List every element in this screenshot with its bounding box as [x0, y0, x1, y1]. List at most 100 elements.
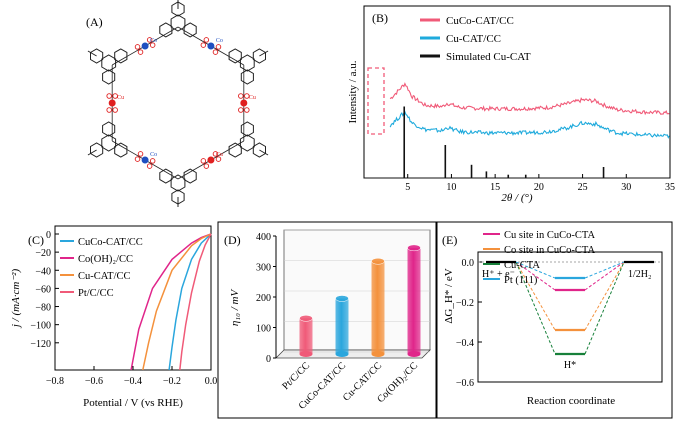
y-tick-label: 300: [256, 263, 271, 274]
benzene-ring: [170, 174, 186, 192]
energy-connector: [515, 261, 556, 291]
oxygen-atom: [106, 93, 112, 99]
y-tick-label: 0: [266, 354, 271, 365]
x-tick-label: −0.8: [46, 376, 64, 387]
copper-atom: [108, 99, 116, 107]
methyl-bond: [87, 149, 97, 156]
oxygen-atom: [200, 158, 207, 164]
x-tick-label: 15: [490, 182, 500, 193]
panel-b-highlight-box: [367, 67, 385, 135]
bar-base: [371, 351, 385, 357]
series-line-cu-cat: [389, 110, 670, 139]
panel-b-x-ticks: 5 10 15 20 25 30 35: [405, 174, 675, 193]
y-tick-label: −40: [35, 266, 51, 277]
metal-site-label: Co: [150, 38, 157, 44]
cobalt-atom: [207, 42, 215, 50]
energy-connector: [584, 261, 625, 291]
benzene-ring: [240, 69, 254, 85]
panel-e-label: (E): [442, 233, 457, 247]
metal-site-label: Co: [150, 152, 157, 158]
y-tick-label: 200: [256, 293, 271, 304]
oxygen-atom: [106, 107, 112, 113]
panel-e: (E) 0.0 −0.2 −0.4 −0.6 H⁺ + e⁻ H* 1/2H₂ Cu sit…: [436, 221, 673, 419]
oxygen-atom: [215, 156, 222, 162]
oxygen-atom: [134, 44, 141, 50]
legend-label: CuCo-CAT/CC: [78, 237, 143, 248]
y-tick-label: −80: [35, 303, 51, 314]
legend-label: Cu-CTA: [504, 260, 540, 271]
bar-base: [335, 351, 349, 357]
panel-d: (D) 0100200300400Pt/C/CCCuCo-CAT/CCCu-CA…: [217, 221, 437, 419]
energy-connector: [584, 261, 625, 279]
energy-connector: [584, 261, 625, 355]
panel-b: (B) CuCo-CAT/CC Cu-CAT/CC Simulated Cu-CAT…: [347, 5, 675, 204]
oxygen-atom: [112, 93, 118, 99]
panel-c-x-label: Potential / V (vs RHE): [83, 397, 183, 409]
panel-b-y-label: Intensity / a.u.: [347, 60, 359, 123]
y-tick-label: 0.0: [462, 258, 475, 269]
legend-label: Co site in CuCo-CTA: [504, 245, 595, 256]
energy-connector: [515, 261, 556, 355]
methyl-bond: [259, 50, 269, 57]
state-label: 1/2H₂: [628, 269, 652, 280]
oxygen-atom: [134, 156, 141, 162]
oxygen-atom: [215, 44, 222, 50]
benzene-ring: [101, 54, 117, 72]
benzene-ring: [159, 22, 173, 38]
x-tick-label: 5: [405, 182, 410, 193]
plot-frame: [477, 251, 663, 383]
benzene-ring: [159, 168, 173, 184]
bar-top: [335, 295, 349, 302]
benzene-ring: [102, 121, 116, 137]
oxygen-atom: [203, 37, 210, 43]
cobalt-atom: [141, 156, 149, 164]
legend-label: Cu site in CuCo-CTA: [504, 230, 595, 241]
oxygen-atom: [137, 49, 144, 55]
panel-a-label: (A): [86, 15, 103, 29]
state-label: H⁺ + e⁻: [482, 269, 515, 280]
oxygen-atom: [149, 42, 156, 48]
state-label: H*: [564, 360, 576, 371]
y-tick-label: −20: [35, 248, 51, 259]
panel-b-legend: CuCo-CAT/CC Cu-CAT/CC Simulated Cu-CAT: [420, 15, 531, 63]
y-tick-label: −120: [30, 339, 51, 350]
bar: [407, 247, 421, 354]
x-tick-label: −0.6: [85, 376, 103, 387]
panel-d-label: (D): [224, 233, 241, 247]
y-tick-label: −0.4: [456, 338, 474, 349]
molecular-structure: Co Cu Cu Co Cu Co: [87, 0, 269, 207]
y-tick-label: −100: [30, 321, 51, 332]
x-tick-label: −0.2: [163, 376, 181, 387]
legend-label: Cu-CAT/CC: [446, 33, 501, 45]
panel-e-y-label: ΔG_H* / eV: [443, 268, 455, 323]
benzene-ring: [183, 168, 197, 184]
panel-e-plot: 0.0 −0.2 −0.4 −0.6 H⁺ + e⁻ H* 1/2H₂: [456, 251, 663, 389]
benzene-ring: [101, 134, 117, 152]
cobalt-atom: [141, 42, 149, 50]
benzene-ring: [228, 48, 242, 64]
bar-top: [371, 258, 385, 265]
bar-category-label: Pt/C/CC: [280, 360, 312, 392]
x-tick-label: −0.4: [124, 376, 142, 387]
benzene-ring: [228, 142, 242, 158]
oxygen-atom: [244, 93, 250, 99]
panel-e-frame: [436, 221, 673, 419]
chart-floor: [275, 349, 431, 359]
x-tick-label: 0.0: [205, 376, 218, 387]
oxygen-atom: [212, 151, 219, 157]
panel-c-legend: CuCo-CAT/CC Co(OH)₂/CC Cu-CAT/CC Pt/C/CC: [60, 237, 143, 299]
y-tick-label: −0.2: [456, 298, 474, 309]
panel-d-plot: 0100200300400Pt/C/CCCuCo-CAT/CCCu-CAT/CC…: [256, 229, 431, 412]
metal-site-label: Co: [216, 38, 223, 44]
benzene-ring: [240, 121, 254, 137]
x-tick-label: 30: [621, 182, 631, 193]
oxygen-atom: [112, 107, 118, 113]
benzene-ring: [183, 22, 197, 38]
y-tick-label: 0: [46, 230, 51, 241]
oxygen-atom: [200, 42, 207, 48]
panel-c-y-label: j / (mA·cm⁻²): [10, 269, 22, 330]
oxygen-atom: [212, 49, 219, 55]
oxygen-atom: [149, 158, 156, 164]
lsv-curve: [179, 233, 212, 371]
bar-base: [299, 351, 313, 357]
